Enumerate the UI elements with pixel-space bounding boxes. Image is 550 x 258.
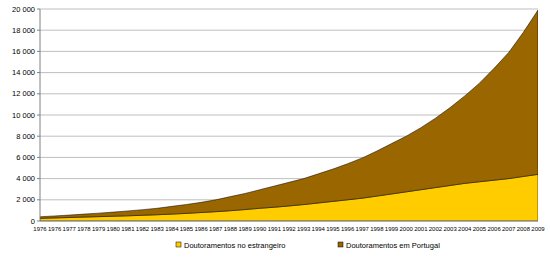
y-tick-label: 20 000 bbox=[12, 5, 35, 14]
grid: 0 2 000 4 000 6 000 8 000 10 000 12 000 14 000 1… bbox=[12, 5, 538, 226]
x-tick-label: 2008 bbox=[517, 226, 531, 232]
areas bbox=[40, 10, 538, 221]
legend-label: Doutoramentos em Portugal bbox=[346, 241, 440, 250]
x-tick-label: 1998 bbox=[370, 226, 384, 232]
x-tick-label: 1990 bbox=[253, 226, 267, 232]
x-tick-label: 1976 bbox=[33, 226, 47, 232]
x-tick-label: 2009 bbox=[531, 226, 545, 232]
x-tick-label: 1986 bbox=[194, 226, 208, 232]
x-tick-label: 2004 bbox=[458, 226, 472, 232]
y-tick-label: 4 000 bbox=[16, 174, 35, 183]
x-tick-label: 2003 bbox=[443, 226, 457, 232]
y-tick-label: 10 000 bbox=[12, 111, 35, 120]
x-axis bbox=[40, 221, 538, 222]
x-tick-label: 2007 bbox=[502, 226, 516, 232]
x-tick-label: 1995 bbox=[326, 226, 340, 232]
x-tick-label: 1992 bbox=[282, 226, 296, 232]
x-tick-label: 1984 bbox=[165, 226, 179, 232]
x-tick-label: 1982 bbox=[136, 226, 150, 232]
x-tick-label: 1988 bbox=[224, 226, 238, 232]
x-tick-label: 1994 bbox=[312, 226, 326, 232]
x-tick-label: 1987 bbox=[209, 226, 223, 232]
y-tick-label: 14 000 bbox=[12, 68, 35, 77]
y-tick-label: 8 000 bbox=[16, 132, 35, 141]
legend-swatch bbox=[176, 242, 181, 247]
x-tick-label: 1977 bbox=[63, 226, 77, 232]
grid-line bbox=[40, 9, 538, 10]
x-tick-label: 1978 bbox=[77, 226, 91, 232]
y-tick-label: 2 000 bbox=[16, 195, 35, 204]
y-axis bbox=[40, 9, 41, 221]
x-tick-label: 1981 bbox=[121, 226, 135, 232]
x-tick-label: 1991 bbox=[268, 226, 282, 232]
x-tick-label: 1993 bbox=[297, 226, 311, 232]
grid-line bbox=[40, 51, 538, 52]
grid-line bbox=[40, 72, 538, 73]
grid-line bbox=[40, 221, 538, 222]
y-tick-label: 12 000 bbox=[12, 89, 35, 98]
y-tick-label: 0 bbox=[31, 217, 35, 226]
x-tick-label: 1999 bbox=[385, 226, 399, 232]
x-tick-label: 2000 bbox=[399, 226, 413, 232]
grid-line bbox=[40, 93, 538, 94]
legend-swatch bbox=[338, 242, 343, 247]
y-tick-label: 16 000 bbox=[12, 47, 35, 56]
x-labels: 1976197619771978197919801981198219831984… bbox=[33, 226, 545, 232]
x-tick-label: 2006 bbox=[487, 226, 501, 232]
x-tick-label: 2005 bbox=[473, 226, 487, 232]
area bbox=[40, 10, 538, 218]
x-tick-label: 2001 bbox=[414, 226, 428, 232]
legend: Doutoramentos no estrangeiro Doutoramento… bbox=[176, 241, 440, 250]
x-tick-label: 1996 bbox=[341, 226, 355, 232]
x-tick-label: 1980 bbox=[107, 226, 121, 232]
legend-label: Doutoramentos no estrangeiro bbox=[184, 241, 285, 250]
y-tick-label: 6 000 bbox=[16, 153, 35, 162]
x-tick-label: 1976 bbox=[48, 226, 62, 232]
x-tick-label: 1989 bbox=[238, 226, 252, 232]
x-tick-label: 1985 bbox=[180, 226, 194, 232]
x-tick-label: 2002 bbox=[429, 226, 443, 232]
x-tick-label: 1979 bbox=[92, 226, 106, 232]
y-tick-label: 18 000 bbox=[12, 26, 35, 35]
chart: 0 2 000 4 000 6 000 8 000 10 000 12 000 14 000 1… bbox=[0, 0, 550, 258]
x-tick-label: 1983 bbox=[150, 226, 164, 232]
x-tick-label: 1997 bbox=[356, 226, 370, 232]
grid-line bbox=[40, 30, 538, 31]
